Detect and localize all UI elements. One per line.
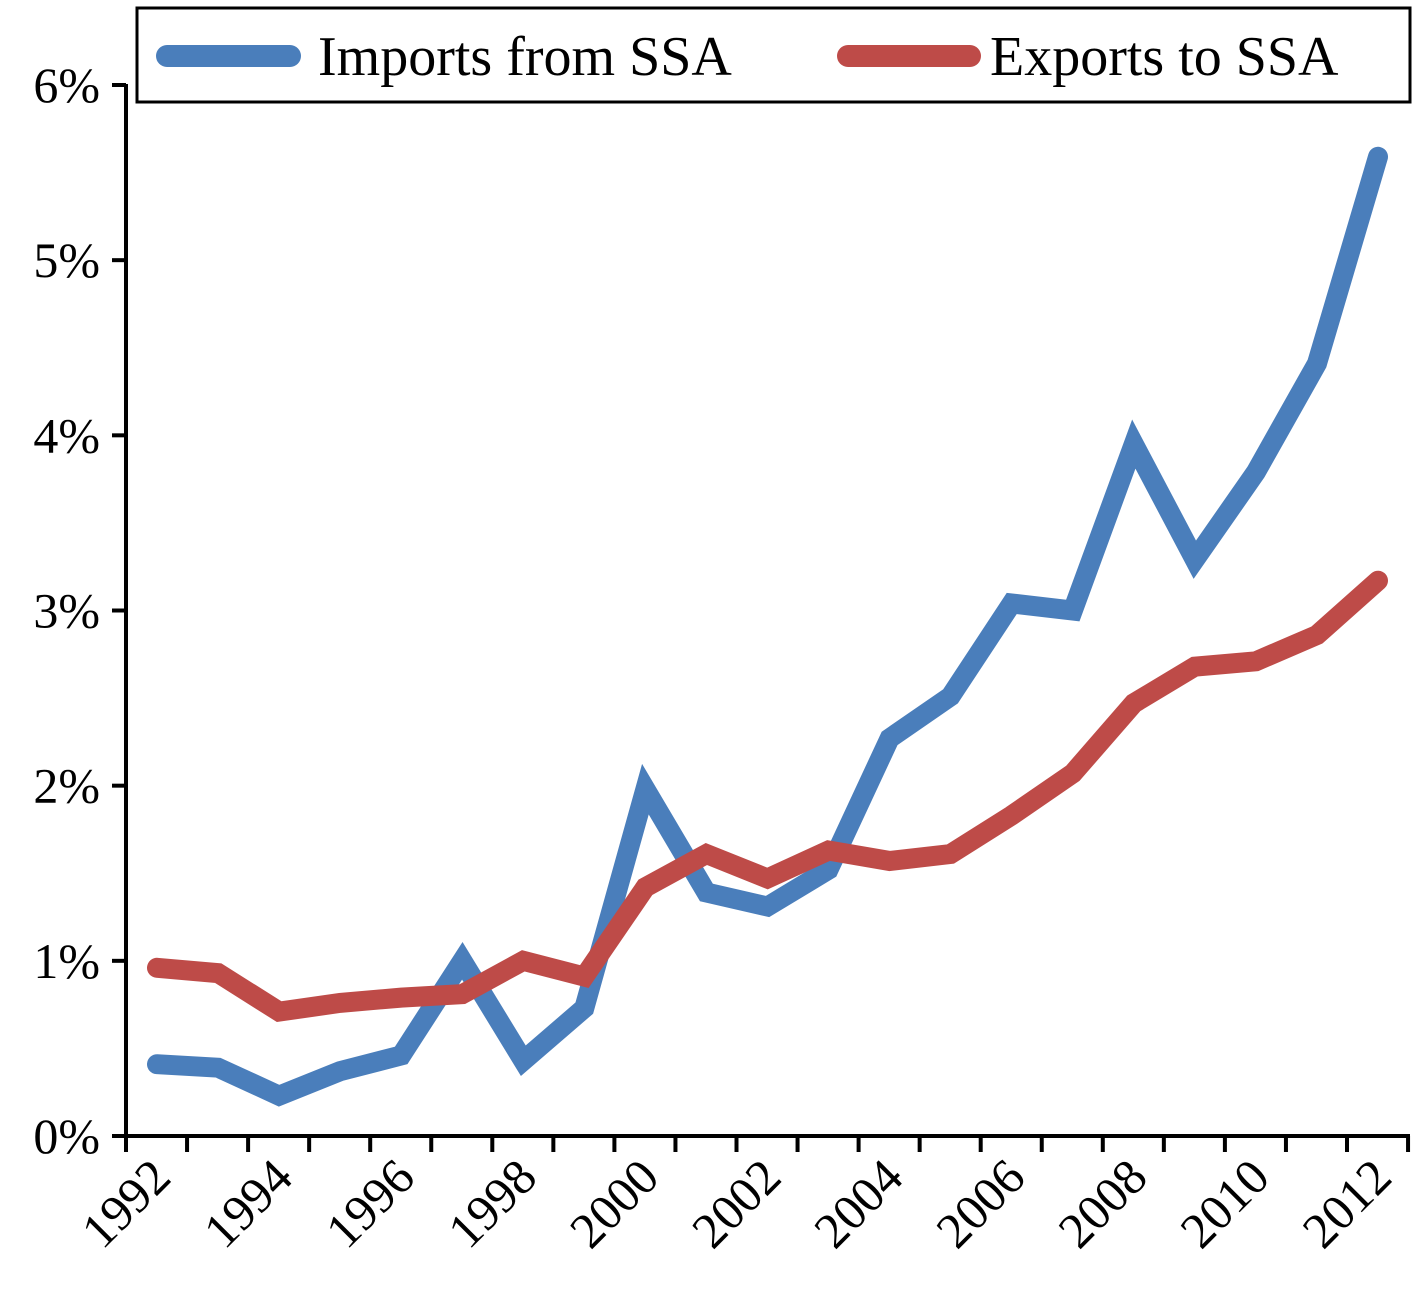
- x-tick-label: 1996: [315, 1148, 425, 1258]
- plot-area: [147, 146, 1388, 1107]
- data-point-exports-1995: [339, 1002, 341, 1004]
- legend: Imports from SSA Exports to SSA: [135, 6, 1412, 104]
- y-tick-label: 5%: [33, 232, 100, 288]
- data-point-imports-1997: [461, 960, 463, 962]
- y-tick-label: 0%: [33, 1108, 100, 1164]
- x-tick-label: 2010: [1169, 1148, 1279, 1258]
- data-point-imports-2004: [889, 737, 891, 739]
- x-tick-label: 1992: [70, 1148, 180, 1258]
- data-point-imports-2001: [705, 892, 707, 894]
- x-tick-label: 2012: [1291, 1148, 1401, 1258]
- data-point-imports-2010: [1255, 471, 1257, 473]
- x-tick-label: 2008: [1047, 1148, 1157, 1258]
- data-point-imports-1995: [339, 1070, 341, 1072]
- data-point-imports-2012: [1377, 156, 1379, 158]
- y-ticks: 0% 1% 2% 3% 4% 5% 6%: [33, 57, 126, 1164]
- data-point-exports-2009: [1194, 666, 1196, 668]
- y-tick-label: 2%: [33, 758, 100, 814]
- data-point-exports-2007: [1072, 772, 1074, 774]
- data-point-imports-1996: [400, 1054, 402, 1056]
- data-point-exports-1996: [400, 997, 402, 999]
- series-line-exports: [147, 570, 1388, 1023]
- data-point-imports-2011: [1316, 363, 1318, 365]
- y-tick-label: 6%: [33, 57, 100, 113]
- data-point-imports-1999: [583, 1007, 585, 1009]
- data-point-imports-2007: [1072, 610, 1074, 612]
- data-point-imports-1992: [156, 1063, 158, 1065]
- data-point-imports-2000: [644, 788, 646, 790]
- data-point-imports-2008: [1133, 443, 1135, 445]
- data-point-exports-2012: [1377, 580, 1379, 582]
- data-point-exports-1994: [278, 1011, 280, 1013]
- y-tick-label: 1%: [33, 933, 100, 989]
- x-tick-label: 2006: [925, 1148, 1035, 1258]
- data-point-imports-2002: [767, 906, 769, 908]
- data-point-exports-1998: [522, 960, 524, 962]
- x-tick-label: 1998: [437, 1148, 547, 1258]
- y-tick-label: 3%: [33, 583, 100, 639]
- legend-label-exports: Exports to SSA: [990, 26, 1339, 88]
- y-tick-label: 4%: [33, 407, 100, 463]
- data-point-imports-1993: [217, 1067, 219, 1069]
- data-point-exports-2001: [705, 853, 707, 855]
- data-point-exports-2002: [767, 878, 769, 880]
- data-point-exports-2011: [1316, 634, 1318, 636]
- x-tick-label: 2000: [559, 1148, 669, 1258]
- data-point-imports-2006: [1011, 602, 1013, 604]
- data-point-imports-2005: [950, 695, 952, 697]
- data-point-imports-2009: [1194, 559, 1196, 561]
- data-point-exports-2010: [1255, 660, 1257, 662]
- data-point-exports-1997: [461, 993, 463, 995]
- data-point-exports-1999: [583, 976, 585, 978]
- x-ticks: 1992 1994 1996 1998 2000 2002 2004 2006 2008 2010…: [70, 1136, 1411, 1258]
- x-tick-label: 2004: [803, 1148, 913, 1258]
- x-tick-label: 1994: [193, 1148, 303, 1258]
- data-point-exports-2000: [644, 886, 646, 888]
- data-point-exports-2008: [1133, 702, 1135, 704]
- data-point-exports-1993: [217, 972, 219, 974]
- legend-label-imports: Imports from SSA: [318, 26, 732, 88]
- series-line-imports: [147, 146, 1388, 1107]
- data-point-imports-1998: [522, 1060, 524, 1062]
- data-point-exports-2005: [950, 853, 952, 855]
- legend-box: [135, 6, 1412, 104]
- data-point-exports-2003: [828, 849, 830, 851]
- data-point-imports-2003: [828, 869, 830, 871]
- x-tick-label: 2002: [681, 1148, 791, 1258]
- data-point-exports-2006: [1011, 814, 1013, 816]
- data-point-imports-1994: [278, 1095, 280, 1097]
- data-point-exports-1992: [156, 967, 158, 969]
- data-point-exports-2004: [889, 860, 891, 862]
